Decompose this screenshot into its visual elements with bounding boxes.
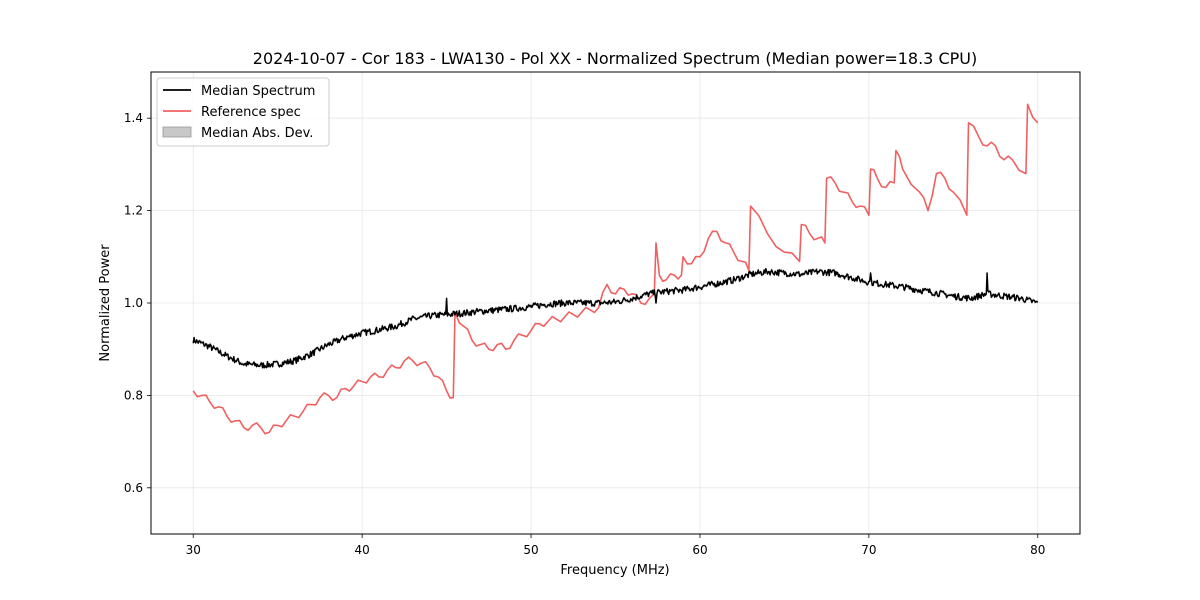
- chart-title: 2024-10-07 - Cor 183 - LWA130 - Pol XX -…: [253, 49, 977, 68]
- plot-area: [192, 103, 1039, 435]
- y-tick-label: 0.8: [124, 388, 143, 402]
- legend-label-mad: Median Abs. Dev.: [201, 126, 313, 141]
- legend-swatch-mad: [162, 126, 192, 138]
- y-tick-label: 0.6: [124, 481, 143, 495]
- x-tick-label: 70: [861, 543, 876, 557]
- x-tick-label: 60: [692, 543, 707, 557]
- x-tick-label: 50: [523, 543, 538, 557]
- y-tick-label: 1.2: [124, 204, 143, 218]
- y-axis: 0.6 0.8 1.0 1.2 1.4: [124, 111, 151, 495]
- legend-box: [156, 77, 330, 147]
- x-tick-label: 80: [1030, 543, 1045, 557]
- y-tick-label: 1.0: [124, 296, 143, 310]
- x-axis: 30 40 50 60 70 80: [186, 534, 1045, 557]
- legend-label-median: Median Spectrum: [201, 84, 315, 99]
- y-tick-label: 1.4: [124, 111, 143, 125]
- series-median-spectrum: [192, 267, 1039, 369]
- grid: [151, 72, 1080, 534]
- y-axis-label: Normalized Power: [98, 244, 113, 362]
- series-reference-spec: [192, 103, 1039, 435]
- x-axis-label: Frequency (MHz): [560, 563, 669, 578]
- x-tick-label: 30: [186, 543, 201, 557]
- legend-label-reference: Reference spec: [201, 105, 301, 120]
- x-tick-label: 40: [354, 543, 369, 557]
- legend: Median Spectrum Reference spec Median Ab…: [156, 77, 330, 147]
